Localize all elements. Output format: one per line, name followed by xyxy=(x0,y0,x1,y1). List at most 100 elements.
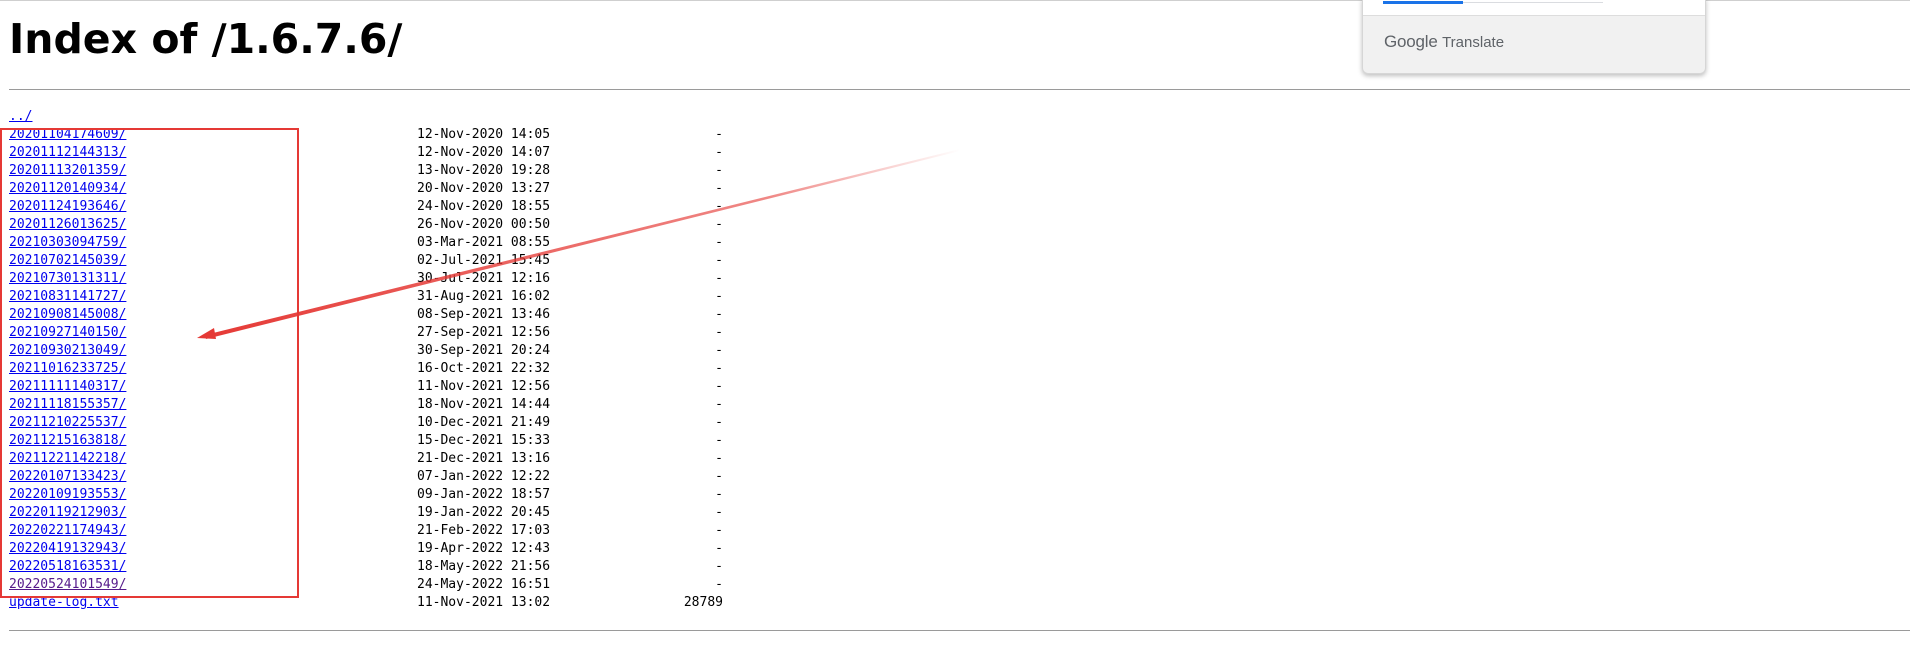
file-size: - xyxy=(715,361,723,376)
file-size: - xyxy=(715,145,723,160)
listing-row: 20210927140150/27-Sep-2021 12:56 - xyxy=(9,324,729,342)
listing-row: 20220524101549/24-May-2022 16:51 - xyxy=(9,576,729,594)
directory-link[interactable]: 20201112144313/ xyxy=(9,145,127,160)
directory-link[interactable]: 20201113201359/ xyxy=(9,163,127,178)
directory-link[interactable]: 20201124193646/ xyxy=(9,199,127,214)
directory-link[interactable]: 20201104174609/ xyxy=(9,127,127,142)
footer-divider xyxy=(9,630,1910,631)
modified-date: 12-Nov-2020 14:05 xyxy=(417,127,551,142)
directory-link[interactable]: 20220221174943/ xyxy=(9,523,127,538)
file-size: - xyxy=(715,325,723,340)
listing-row: update-log.txt 11-Nov-2021 13:02 28789 xyxy=(9,594,729,612)
parent-directory-link[interactable]: ../ xyxy=(9,109,33,124)
header-divider xyxy=(9,89,1910,90)
directory-link[interactable]: 20211215163818/ xyxy=(9,433,127,448)
listing-row: 20220221174943/21-Feb-2022 17:03 - xyxy=(9,522,729,540)
listing-row: 20210702145039/02-Jul-2021 15:45 - xyxy=(9,252,729,270)
directory-link[interactable]: 20211210225537/ xyxy=(9,415,127,430)
directory-link[interactable]: 20211118155357/ xyxy=(9,397,127,412)
listing-row: 20220107133423/07-Jan-2022 12:22 - xyxy=(9,468,729,486)
modified-date: 18-May-2022 21:56 xyxy=(417,559,551,574)
file-size: - xyxy=(715,289,723,304)
directory-link[interactable]: 20210702145039/ xyxy=(9,253,127,268)
listing-row: 20210831141727/31-Aug-2021 16:02 - xyxy=(9,288,729,306)
directory-link[interactable]: 20201120140934/ xyxy=(9,181,127,196)
file-size: - xyxy=(715,433,723,448)
directory-link[interactable]: 20210303094759/ xyxy=(9,235,127,250)
listing-row: 20210730131311/30-Jul-2021 12:16 - xyxy=(9,270,729,288)
modified-date: 09-Jan-2022 18:57 xyxy=(417,487,551,502)
directory-link[interactable]: 20201126013625/ xyxy=(9,217,127,232)
listing-row: 20211210225537/10-Dec-2021 21:49 - xyxy=(9,414,729,432)
modified-date: 30-Sep-2021 20:24 xyxy=(417,343,551,358)
modified-date: 10-Dec-2021 21:49 xyxy=(417,415,551,430)
translate-language-tabs[interactable] xyxy=(1363,0,1705,16)
directory-link[interactable]: 20210730131311/ xyxy=(9,271,127,286)
file-size: - xyxy=(715,343,723,358)
directory-link[interactable]: 20220518163531/ xyxy=(9,559,127,574)
listing-row: 20210908145008/08-Sep-2021 13:46 - xyxy=(9,306,729,324)
directory-link[interactable]: 20211111140317/ xyxy=(9,379,127,394)
directory-link[interactable]: 20220109193553/ xyxy=(9,487,127,502)
listing-row: 20201104174609/12-Nov-2020 14:05 - xyxy=(9,126,729,144)
listing-row: 20201126013625/26-Nov-2020 00:50 - xyxy=(9,216,729,234)
file-size: - xyxy=(715,577,723,592)
file-link[interactable]: update-log.txt xyxy=(9,595,119,610)
page-title: Index of /1.6.7.6/ xyxy=(9,15,403,63)
file-size: - xyxy=(715,523,723,538)
file-size: - xyxy=(715,379,723,394)
modified-date: 03-Mar-2021 08:55 xyxy=(417,235,551,250)
file-size: - xyxy=(715,235,723,250)
listing-row: 20210930213049/30-Sep-2021 20:24 - xyxy=(9,342,729,360)
directory-link[interactable]: 20220524101549/ xyxy=(9,577,127,592)
page-top-border xyxy=(0,0,1910,1)
directory-link[interactable]: 20210927140150/ xyxy=(9,325,127,340)
modified-date: 19-Jan-2022 20:45 xyxy=(417,505,551,520)
modified-date: 24-May-2022 16:51 xyxy=(417,577,551,592)
directory-link[interactable]: 20210908145008/ xyxy=(9,307,127,322)
modified-date: 20-Nov-2020 13:27 xyxy=(417,181,551,196)
file-size: - xyxy=(715,487,723,502)
google-translate-brand: Google Translate xyxy=(1384,32,1504,52)
listing-row: 20211215163818/15-Dec-2021 15:33 - xyxy=(9,432,729,450)
listing-row: 20201112144313/12-Nov-2020 14:07 - xyxy=(9,144,729,162)
modified-date: 30-Jul-2021 12:16 xyxy=(417,271,551,286)
modified-date: 31-Aug-2021 16:02 xyxy=(417,289,551,304)
modified-date: 11-Nov-2021 12:56 xyxy=(417,379,551,394)
modified-date: 08-Sep-2021 13:46 xyxy=(417,307,551,322)
file-size: - xyxy=(715,541,723,556)
modified-date: 07-Jan-2022 12:22 xyxy=(417,469,551,484)
directory-link[interactable]: 20220119212903/ xyxy=(9,505,127,520)
listing-row: 20211221142218/21-Dec-2021 13:16 - xyxy=(9,450,729,468)
directory-listing: ../20201104174609/12-Nov-2020 14:05-2020… xyxy=(9,108,729,612)
file-size: - xyxy=(715,469,723,484)
directory-link[interactable]: 20210831141727/ xyxy=(9,289,127,304)
translate-label: Translate xyxy=(1442,34,1505,51)
directory-link[interactable]: 20211016233725/ xyxy=(9,361,127,376)
file-size: - xyxy=(715,397,723,412)
listing-row: 20201120140934/20-Nov-2020 13:27 - xyxy=(9,180,729,198)
file-size: - xyxy=(715,127,723,142)
translate-tab-track xyxy=(1383,2,1603,3)
directory-link[interactable]: 20220107133423/ xyxy=(9,469,127,484)
listing-row: 20220419132943/19-Apr-2022 12:43 - xyxy=(9,540,729,558)
file-size: - xyxy=(715,451,723,466)
file-size: - xyxy=(715,217,723,232)
listing-row: 20211016233725/16-Oct-2021 22:32 - xyxy=(9,360,729,378)
modified-date: 15-Dec-2021 15:33 xyxy=(417,433,551,448)
modified-date: 21-Feb-2022 17:03 xyxy=(417,523,551,538)
listing-row: 20211118155357/18-Nov-2021 14:44 - xyxy=(9,396,729,414)
directory-link[interactable]: 20220419132943/ xyxy=(9,541,127,556)
listing-row: 20211111140317/11-Nov-2021 12:56 - xyxy=(9,378,729,396)
modified-date: 26-Nov-2020 00:50 xyxy=(417,217,551,232)
directory-link[interactable]: 20211221142218/ xyxy=(9,451,127,466)
modified-date: 27-Sep-2021 12:56 xyxy=(417,325,551,340)
listing-row: 20210303094759/03-Mar-2021 08:55 - xyxy=(9,234,729,252)
modified-date: 11-Nov-2021 13:02 xyxy=(417,595,551,610)
modified-date: 02-Jul-2021 15:45 xyxy=(417,253,551,268)
modified-date: 13-Nov-2020 19:28 xyxy=(417,163,551,178)
google-logo-text: Google xyxy=(1384,32,1438,51)
modified-date: 21-Dec-2021 13:16 xyxy=(417,451,551,466)
directory-link[interactable]: 20210930213049/ xyxy=(9,343,127,358)
file-size: - xyxy=(715,307,723,322)
